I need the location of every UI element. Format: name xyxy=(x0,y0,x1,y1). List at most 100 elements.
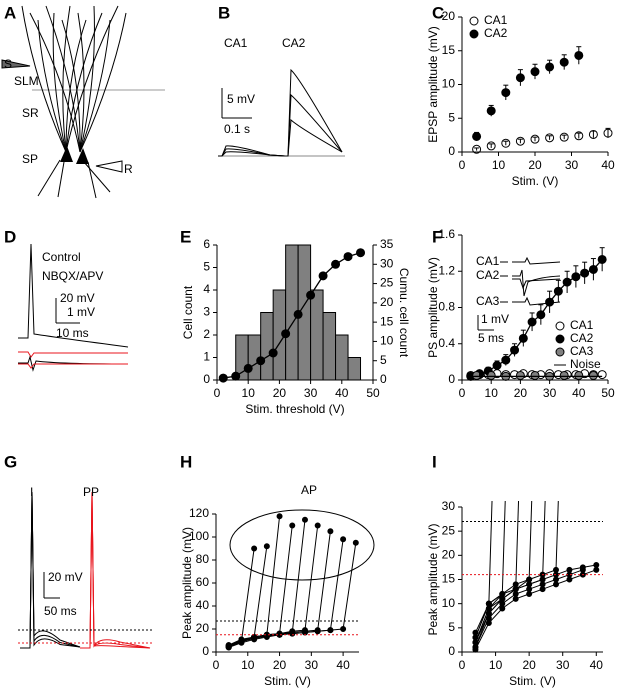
bar xyxy=(310,289,324,381)
data-point xyxy=(306,290,316,300)
data-point xyxy=(593,562,600,568)
data-point xyxy=(352,539,359,546)
x-tick-label: 20 xyxy=(528,158,542,172)
data-point xyxy=(343,252,353,262)
y-axis-label: Peak amplitude (mV) xyxy=(426,523,440,635)
series-line xyxy=(474,564,597,643)
data-point xyxy=(512,581,519,588)
dendrite xyxy=(79,5,95,153)
data-point xyxy=(485,620,492,626)
y-tick-label: 1.2 xyxy=(438,263,455,277)
basal-dendrite xyxy=(57,161,65,198)
plot-area xyxy=(218,244,366,383)
trace xyxy=(285,118,343,157)
y-tick-label: 1 xyxy=(203,350,210,364)
data-point xyxy=(263,632,270,639)
x-tick-label: 30 xyxy=(543,386,557,400)
data-point xyxy=(530,370,540,380)
scale-label: 5 ms xyxy=(478,331,504,345)
scale-label: 20 mV xyxy=(60,291,95,305)
legend-label: NBQX/APV xyxy=(42,269,103,283)
x-tick-label: 30 xyxy=(305,658,319,672)
y-tick-label: 30 xyxy=(442,499,456,513)
dendrite xyxy=(77,12,85,153)
data-point xyxy=(526,576,533,583)
y-tick-label: 1.6 xyxy=(438,227,455,241)
legend-label: Control xyxy=(42,250,81,264)
data-point xyxy=(526,591,533,597)
y-tick-label: 60 xyxy=(196,575,210,589)
trace xyxy=(80,491,151,649)
series-line xyxy=(228,525,319,646)
y-tick-label: 2 xyxy=(203,327,210,341)
series-line xyxy=(228,525,293,647)
data-point xyxy=(579,564,586,571)
inset-trace xyxy=(512,296,561,306)
y-tick-label: 0.4 xyxy=(438,336,455,350)
data-point xyxy=(593,566,600,573)
panel-label: B xyxy=(218,3,230,22)
data-point xyxy=(553,576,559,583)
panel-label: I xyxy=(432,452,437,471)
x-tick-label: 0 xyxy=(459,158,466,172)
plot-area xyxy=(225,513,359,651)
y-tick-label: 0 xyxy=(448,144,455,158)
data-point xyxy=(318,271,328,281)
x-tick-label: 30 xyxy=(565,158,579,172)
y2-tick-label: 25 xyxy=(380,276,394,290)
data-point xyxy=(499,595,506,602)
data-point xyxy=(539,581,546,588)
data-point xyxy=(512,586,519,593)
panel-label: G xyxy=(4,452,17,471)
data-point xyxy=(485,600,492,607)
diagram-label: SLM xyxy=(14,74,39,88)
x-axis-label: Stim. (V) xyxy=(264,674,311,688)
series-line xyxy=(474,501,520,648)
data-point xyxy=(472,370,482,380)
dendrite xyxy=(79,19,111,153)
data-point xyxy=(512,595,519,602)
data-point xyxy=(486,370,496,380)
legend-marker xyxy=(469,16,479,26)
data-point xyxy=(566,566,573,573)
x-tick-label: 10 xyxy=(241,658,255,672)
y2-tick-label: 15 xyxy=(380,314,394,328)
legend-marker xyxy=(469,29,479,39)
data-point xyxy=(238,638,245,645)
trace xyxy=(18,243,129,348)
dendrite xyxy=(52,12,67,153)
y2-tick-label: 0 xyxy=(380,372,387,386)
y-tick-label: 6 xyxy=(203,237,210,251)
y-tick-label: 0 xyxy=(203,372,210,386)
legend-label: CA1 xyxy=(484,13,508,27)
x-tick-label: 30 xyxy=(556,658,570,672)
bar xyxy=(335,334,349,381)
x-tick-label: 10 xyxy=(489,658,503,672)
x-tick-label: 40 xyxy=(572,386,586,400)
diagram-label: SR xyxy=(22,106,39,120)
data-point xyxy=(526,586,533,593)
data-point xyxy=(263,543,270,550)
trace xyxy=(285,93,343,157)
series-line xyxy=(470,259,603,377)
y-tick-label: 40 xyxy=(196,598,210,612)
scale-label: 1 mV xyxy=(67,305,95,319)
data-point xyxy=(231,371,241,381)
series-line xyxy=(228,548,255,648)
data-point xyxy=(574,370,584,380)
y2-tick-label: 5 xyxy=(380,353,387,367)
x-tick-label: 0 xyxy=(213,658,220,672)
y2-tick-label: 10 xyxy=(380,334,394,348)
x-axis-label: Stim. (V) xyxy=(512,174,559,188)
panel-label: H xyxy=(180,452,192,471)
annotation: AP xyxy=(301,483,317,497)
y-tick-label: 5 xyxy=(203,260,210,274)
plot-area xyxy=(472,501,600,653)
data-point xyxy=(314,522,321,529)
trace xyxy=(20,491,81,649)
y-tick-label: 0 xyxy=(448,372,455,386)
series-line xyxy=(474,501,546,643)
y-tick-label: 4 xyxy=(203,282,210,296)
series-line xyxy=(474,501,506,643)
legend-marker xyxy=(555,334,565,344)
